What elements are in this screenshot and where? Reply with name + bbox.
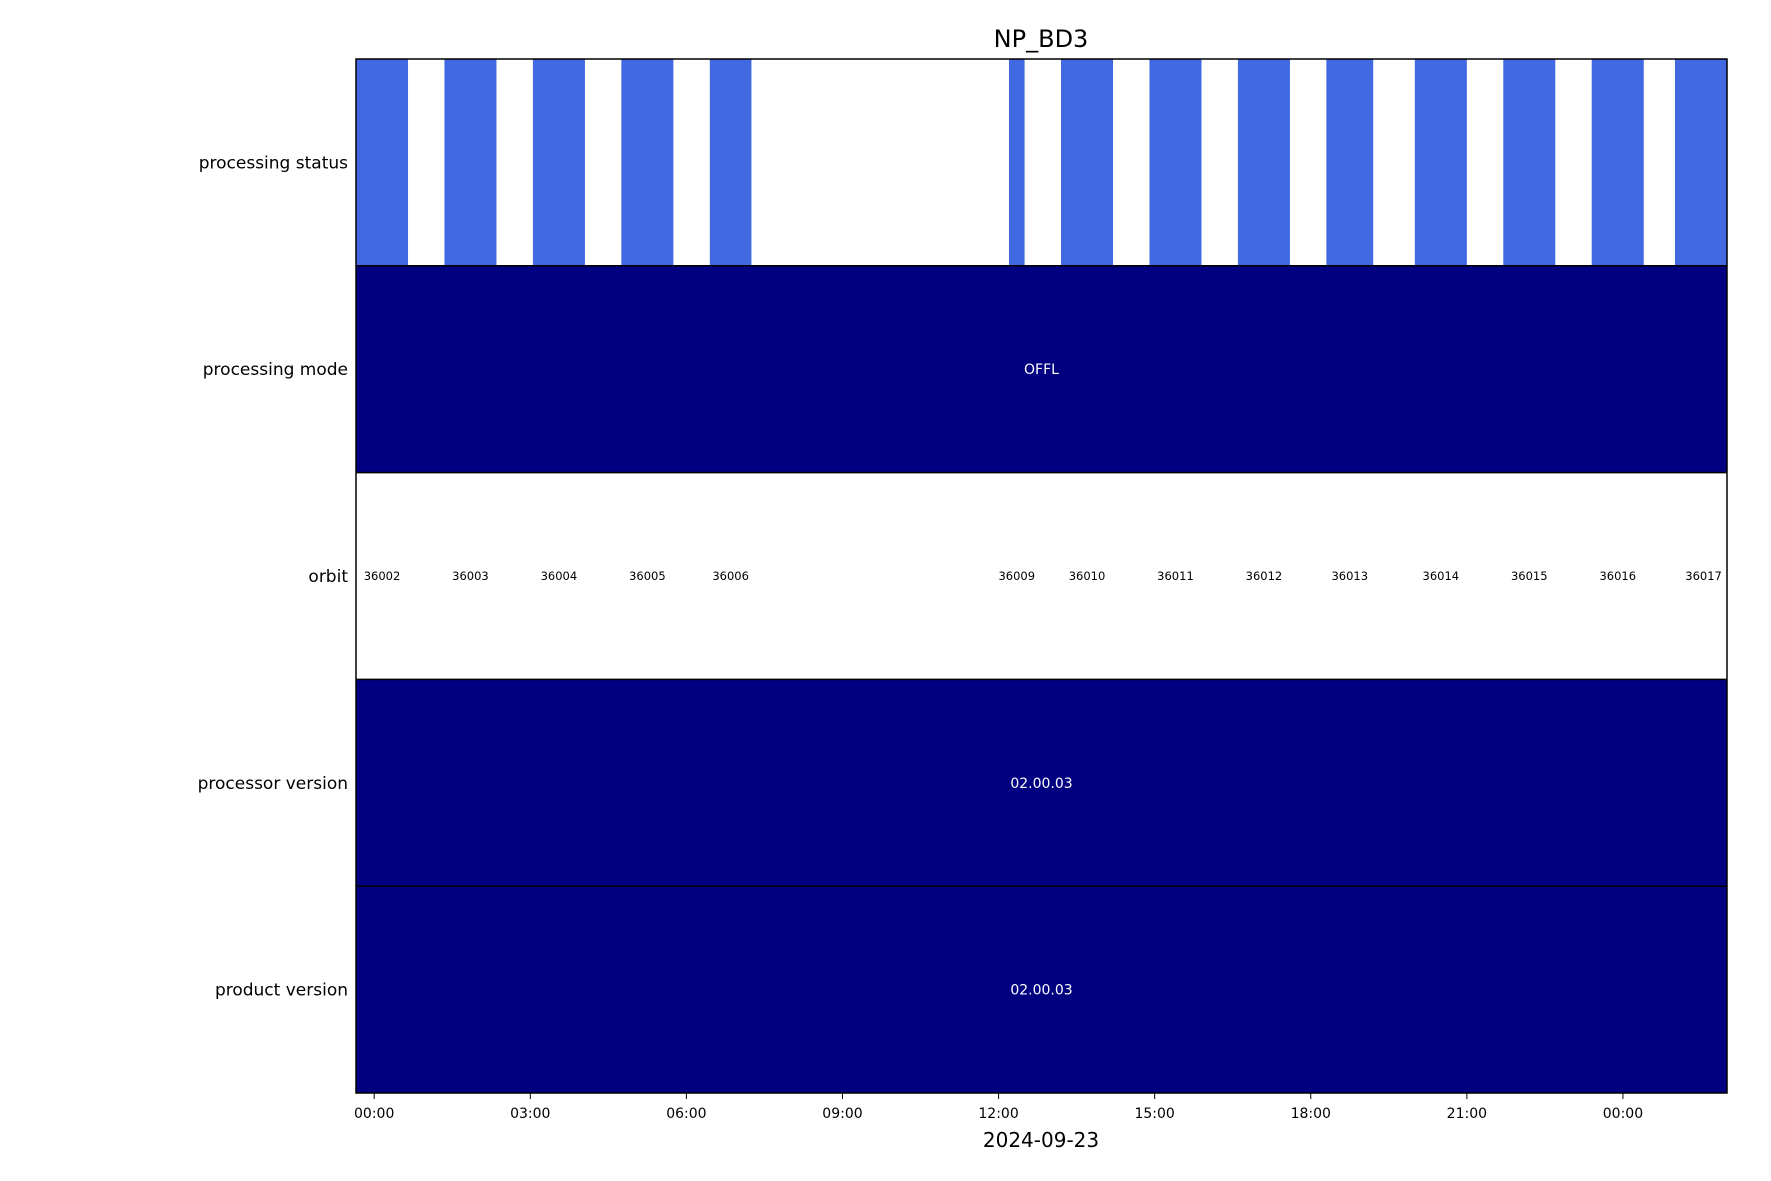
product-version-value: 02.00.03 — [1010, 983, 1072, 999]
row-label: product version — [215, 981, 348, 1001]
x-tick-label: 00:00 — [1603, 1106, 1643, 1122]
orbit-label: 36012 — [1246, 569, 1283, 583]
orbit-label: 36016 — [1599, 569, 1636, 583]
orbit-label: 36004 — [541, 569, 578, 583]
status-bar — [532, 59, 585, 266]
orbit-label: 36015 — [1511, 569, 1548, 583]
orbit-label: 36009 — [998, 569, 1035, 583]
status-bar — [1591, 59, 1644, 266]
orbit-label: 36017 — [1685, 569, 1722, 583]
processing-mode-band — [356, 265, 1727, 473]
x-tick-label: 15:00 — [1134, 1106, 1174, 1122]
orbit-label: 36002 — [364, 569, 401, 583]
status-bar — [1061, 59, 1114, 266]
orbit-label: 36006 — [712, 569, 749, 583]
x-tick-label: 00:00 — [354, 1106, 394, 1122]
orbit-label: 36013 — [1331, 569, 1368, 583]
x-tick-label: 18:00 — [1291, 1106, 1331, 1122]
orbit-label: 36010 — [1069, 569, 1106, 583]
plot-frame — [355, 58, 1728, 1094]
status-bar — [356, 59, 409, 266]
chart-title: NP_BD3 — [994, 25, 1089, 53]
processor-version-value: 02.00.03 — [1010, 776, 1072, 792]
status-bar — [1326, 59, 1374, 266]
status-bar — [1674, 59, 1727, 266]
x-tick-label: 06:00 — [666, 1106, 706, 1122]
processing-mode-value: OFFL — [1024, 362, 1059, 378]
status-bar — [1414, 59, 1467, 266]
x-axis: 00:00 03:00 06:00 09:00 12:00 15:00 18:00 21:00… — [354, 1093, 1643, 1122]
x-tick-label: 12:00 — [978, 1106, 1018, 1122]
x-tick-label: 21:00 — [1447, 1106, 1487, 1122]
orbit-label: 36005 — [629, 569, 666, 583]
orbit-label: 36014 — [1423, 569, 1460, 583]
orbit-label: 36003 — [452, 569, 489, 583]
status-bar — [444, 59, 497, 266]
row-label: processor version — [198, 774, 348, 794]
row-label: processing status — [199, 153, 348, 173]
x-tick-label: 09:00 — [822, 1106, 862, 1122]
plot-area: processing status OFFL processing mode 3600… — [198, 58, 1728, 1094]
row-label: processing mode — [203, 360, 348, 380]
product-version-band — [356, 886, 1727, 1093]
row-label: orbit — [308, 567, 348, 587]
status-bar — [1008, 59, 1025, 266]
x-axis-label: 2024-09-23 — [983, 1128, 1099, 1152]
orbit-label: 36011 — [1157, 569, 1194, 583]
status-bar — [1149, 59, 1202, 266]
status-bar — [621, 59, 674, 266]
x-tick-label: 03:00 — [510, 1106, 550, 1122]
processor-version-band — [356, 679, 1727, 887]
status-bar — [1237, 59, 1290, 266]
status-bar — [709, 59, 752, 266]
status-bar — [1503, 59, 1556, 266]
